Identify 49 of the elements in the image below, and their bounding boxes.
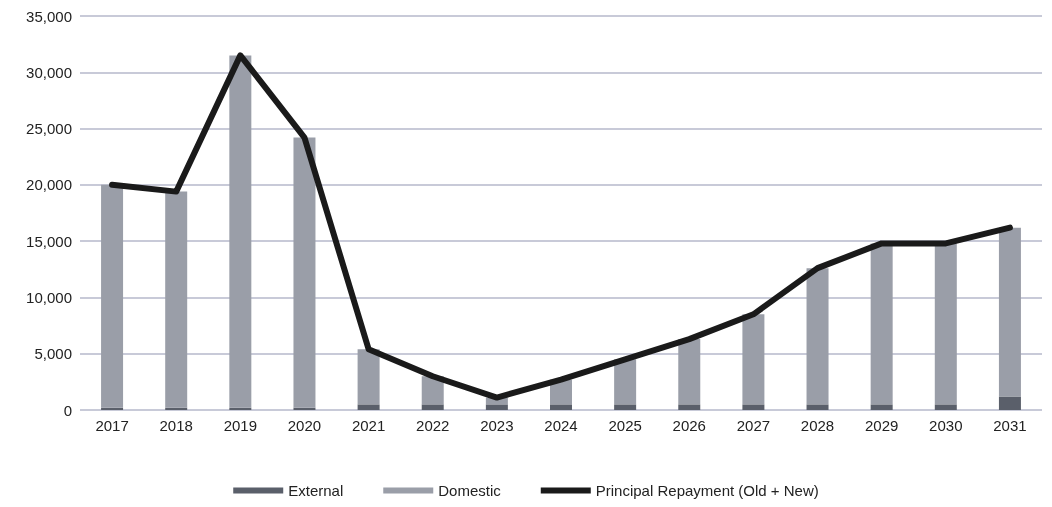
x-tick-label: 2031 [993, 417, 1027, 434]
x-tick-label: 2028 [800, 417, 835, 434]
y-tick-label: 25,000 [26, 120, 72, 138]
y-tick-label: 35,000 [26, 7, 72, 25]
bar [485, 404, 508, 410]
y-tick-label: 15,000 [26, 232, 72, 250]
y-tick-label: 20,000 [26, 176, 72, 194]
bar [934, 404, 957, 410]
x-tick-label: 2018 [159, 417, 193, 434]
legend-label: Domestic [438, 482, 502, 499]
bar [550, 404, 572, 410]
y-tick-label: 30,000 [26, 63, 72, 81]
bar [357, 404, 380, 410]
x-tick-label: 2021 [351, 417, 386, 434]
bar [742, 404, 765, 410]
bar [934, 243, 957, 405]
x-tick-label: 2030 [929, 417, 963, 434]
legend-label: Principal Repayment (Old + New) [595, 482, 819, 499]
x-tick-label: 2020 [287, 417, 322, 434]
bar [229, 55, 252, 408]
x-tick-label: 2022 [416, 417, 450, 434]
x-tick-label: 2027 [736, 417, 771, 434]
y-tick-label: 0 [63, 401, 72, 419]
bar [870, 404, 893, 410]
x-tick-label: 2024 [544, 417, 578, 434]
bar [806, 404, 829, 410]
x-tick-label: 2017 [95, 417, 129, 434]
bar [165, 191, 188, 408]
bar [614, 404, 637, 410]
bar [101, 184, 124, 408]
bar [357, 349, 380, 405]
bar [293, 137, 316, 408]
bar [998, 227, 1021, 397]
y-tick-label: 10,000 [26, 288, 72, 306]
bar [614, 359, 637, 405]
bar [870, 243, 893, 405]
bar [998, 396, 1021, 410]
x-tick-label: 2025 [608, 417, 642, 434]
bar [421, 404, 444, 410]
y-tick-label: 5,000 [34, 345, 72, 363]
x-tick-label: 2026 [672, 417, 706, 434]
bar [806, 268, 829, 405]
bar [742, 314, 765, 405]
bar [678, 404, 701, 410]
x-tick-label: 2019 [223, 417, 258, 434]
legend-label: External [288, 482, 344, 499]
x-tick-label: 2029 [864, 417, 899, 434]
bar [678, 339, 701, 405]
x-tick-label: 2023 [480, 417, 514, 434]
